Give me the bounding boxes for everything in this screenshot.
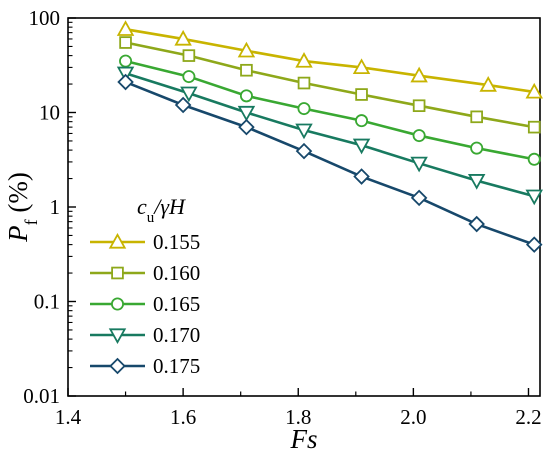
legend-marker xyxy=(111,297,125,311)
y-axis-title: Pf (%) xyxy=(3,172,41,243)
data-point-0.160 xyxy=(182,49,196,62)
series-line-0.155 xyxy=(125,27,535,94)
legend-label: 0.155 xyxy=(153,230,200,254)
series-line-0.170 xyxy=(125,72,535,198)
data-point-0.155 xyxy=(116,20,135,36)
data-point-0.165 xyxy=(355,114,369,128)
data-point-0.160 xyxy=(412,99,426,113)
data-point-0.175 xyxy=(410,189,428,207)
data-point-0.175 xyxy=(468,215,485,233)
legend-item-0.160: 0.160 xyxy=(90,261,200,285)
data-point-0.175 xyxy=(353,168,370,185)
data-point-0.170 xyxy=(180,86,198,103)
x-tick-label: 1.8 xyxy=(285,405,311,429)
series-line-0.175 xyxy=(125,80,535,246)
legend-marker xyxy=(108,328,127,345)
data-point-0.165 xyxy=(297,102,311,116)
data-point-0.160 xyxy=(470,110,483,124)
data-point-0.170 xyxy=(295,123,313,140)
legend-marker xyxy=(108,232,127,249)
data-point-0.165 xyxy=(470,141,484,155)
data-point-0.170 xyxy=(237,105,256,122)
data-point-0.175 xyxy=(525,236,543,253)
x-tick-label: 2.2 xyxy=(515,405,541,429)
y-tick-label: 10 xyxy=(39,101,60,125)
y-tick-label: 1 xyxy=(50,195,61,219)
series-0.170 xyxy=(116,66,543,206)
legend-title: cu/γH xyxy=(137,194,186,226)
data-point-0.170 xyxy=(352,138,371,155)
data-point-0.160 xyxy=(355,88,368,101)
data-point-0.170 xyxy=(410,156,428,173)
data-point-0.165 xyxy=(239,89,253,103)
data-point-0.165 xyxy=(412,129,426,143)
legend-item-0.155: 0.155 xyxy=(90,230,200,254)
series-0.160 xyxy=(119,36,541,134)
data-point-0.155 xyxy=(352,58,371,75)
data-point-0.155 xyxy=(237,41,256,58)
data-point-0.175 xyxy=(238,118,255,136)
series-0.155 xyxy=(116,20,543,99)
data-point-0.160 xyxy=(527,120,541,134)
series-0.165 xyxy=(119,54,541,166)
legend-item-0.165: 0.165 xyxy=(90,292,200,316)
legend-label: 0.170 xyxy=(153,323,200,347)
legend: cu/γH 0.155 0.160 0.165 0.170 0.175 xyxy=(90,194,200,378)
legend-item-0.170: 0.170 xyxy=(90,323,200,347)
data-point-0.160 xyxy=(297,76,311,90)
series-line-0.160 xyxy=(125,41,535,129)
x-tick-label: 2.0 xyxy=(400,405,426,429)
data-point-0.165 xyxy=(119,54,133,68)
x-tick-label: 1.4 xyxy=(55,405,82,429)
y-tick-label: 0.1 xyxy=(34,290,60,314)
data-point-0.160 xyxy=(240,63,253,77)
data-point-0.165 xyxy=(527,152,541,166)
series-group xyxy=(116,20,543,253)
x-tick-label: 1.6 xyxy=(170,405,196,429)
y-tick-label: 0.01 xyxy=(23,384,60,408)
data-point-0.170 xyxy=(467,174,486,190)
series-0.175 xyxy=(117,73,543,253)
data-point-0.170 xyxy=(525,189,543,206)
plot-area: 1.4 1.6 1.8 2.0 2.2 0.01 0.1 1 10 100 xyxy=(23,6,541,429)
series-line-0.165 xyxy=(125,59,535,161)
legend-label: 0.165 xyxy=(153,292,200,316)
data-point-0.155 xyxy=(410,66,428,83)
data-point-0.175 xyxy=(117,73,134,91)
data-point-0.175 xyxy=(174,96,192,114)
data-point-0.155 xyxy=(479,76,497,92)
y-tick-label: 100 xyxy=(29,6,61,30)
x-axis-title: Fs xyxy=(290,424,318,454)
data-point-0.155 xyxy=(295,52,313,68)
data-point-0.175 xyxy=(295,142,313,160)
data-point-0.155 xyxy=(525,82,543,99)
axis-titles: Fs Pf (%) xyxy=(3,172,318,454)
legend-item-0.175: 0.175 xyxy=(90,354,200,378)
legend-marker xyxy=(109,357,126,375)
data-point-0.165 xyxy=(182,70,196,84)
legend-label: 0.175 xyxy=(153,354,200,378)
legend-label: 0.160 xyxy=(153,261,200,285)
data-point-0.155 xyxy=(174,29,192,46)
legend-marker xyxy=(111,266,124,280)
data-point-0.160 xyxy=(119,36,132,49)
